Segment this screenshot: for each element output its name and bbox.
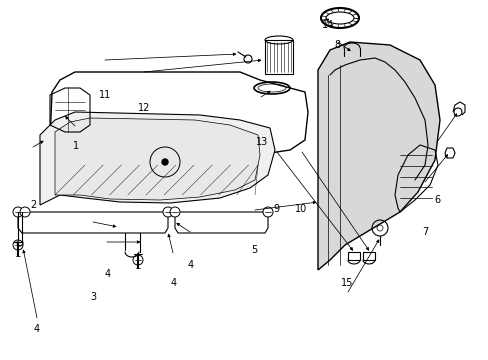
Circle shape [263,207,272,217]
Circle shape [133,255,142,265]
Circle shape [13,207,23,217]
Text: 4: 4 [187,260,193,270]
Text: 11: 11 [99,90,111,100]
Circle shape [170,207,180,217]
Text: 15: 15 [340,278,353,288]
Text: 4: 4 [170,278,176,288]
Text: 4: 4 [34,324,40,334]
Text: 10: 10 [294,204,306,214]
Circle shape [162,159,168,165]
Text: 9: 9 [273,204,279,214]
Text: 4: 4 [104,269,110,279]
Polygon shape [55,118,260,200]
Text: 5: 5 [251,245,257,255]
Circle shape [163,207,173,217]
Text: 12: 12 [138,103,150,113]
Text: 3: 3 [90,292,96,302]
Text: 7: 7 [422,227,427,237]
Text: 13: 13 [255,137,267,147]
Text: 14: 14 [321,20,333,30]
Text: 6: 6 [434,195,440,205]
Polygon shape [317,42,439,270]
Polygon shape [40,112,274,205]
Text: 2: 2 [30,200,36,210]
Circle shape [20,207,30,217]
Text: 1: 1 [73,141,79,151]
Text: 8: 8 [334,40,340,50]
Circle shape [13,240,23,250]
